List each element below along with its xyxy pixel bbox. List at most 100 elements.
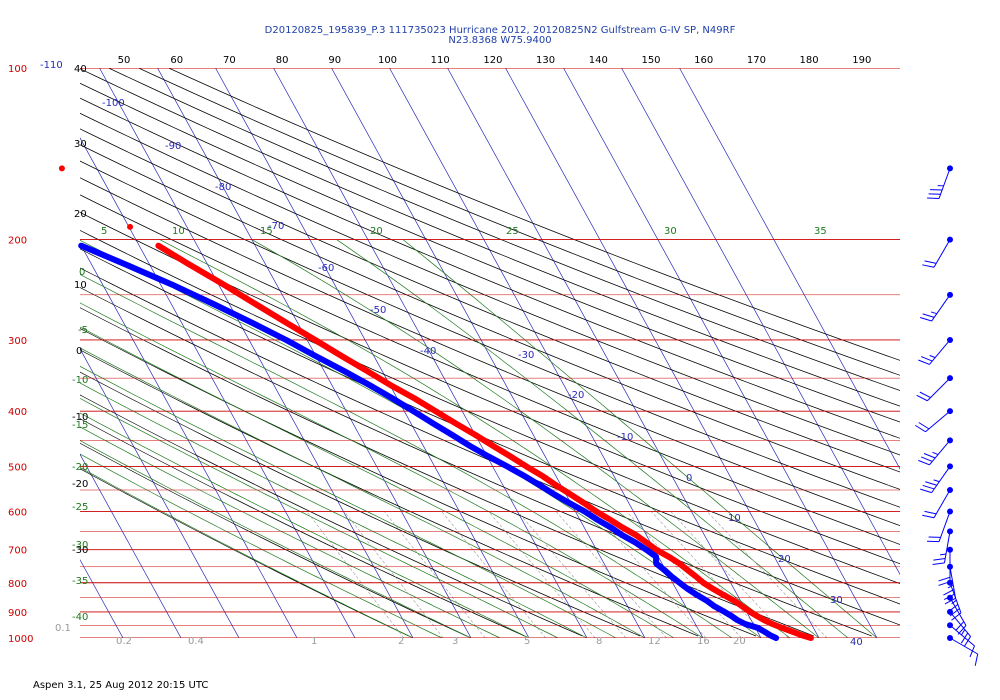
wind-barb-flag bbox=[920, 456, 933, 462]
isotherm-line bbox=[215, 68, 530, 638]
dry-adiabat-line bbox=[80, 97, 900, 439]
mixing-ratio-line bbox=[441, 511, 546, 638]
wind-barb bbox=[916, 375, 953, 402]
mixing-ratio-label: 20 bbox=[733, 636, 746, 647]
wind-barb bbox=[922, 236, 953, 268]
wind-barb-flag bbox=[920, 488, 932, 494]
wind-barb-staff bbox=[943, 531, 951, 563]
moist-adiabat-line bbox=[80, 326, 675, 638]
wind-barb-staff bbox=[949, 637, 978, 655]
dry-adiabat-line bbox=[168, 68, 900, 361]
mixing-ratio-line bbox=[555, 511, 667, 638]
wind-barb-flag bbox=[916, 394, 928, 402]
dry-adiabat-label: -10 bbox=[72, 412, 88, 423]
x-tick-label: 100 bbox=[378, 55, 397, 66]
isotherm-label: 20 bbox=[778, 554, 791, 565]
dry-adiabat-label: 10 bbox=[74, 280, 87, 291]
wind-barb-flag bbox=[969, 645, 975, 658]
moist-adiabat-label: 35 bbox=[814, 226, 827, 237]
x-tick-label: 70 bbox=[223, 55, 236, 66]
isotherm-line bbox=[447, 68, 762, 638]
temperature-trace bbox=[155, 242, 814, 641]
wind-barb-flag bbox=[918, 359, 930, 365]
mixing-ratio-label: 3 bbox=[452, 636, 458, 647]
wind-barb-staff bbox=[949, 611, 971, 637]
isotherm-label: -10 bbox=[617, 432, 633, 443]
dry-adiabat-line bbox=[80, 212, 900, 565]
x-tick-label: 90 bbox=[328, 55, 341, 66]
mixing-ratio-label: 2 bbox=[398, 636, 404, 647]
wind-barb bbox=[920, 291, 953, 322]
moist-adiabat-label: 25 bbox=[506, 226, 519, 237]
wind-barb-flag bbox=[918, 459, 930, 466]
isotherm-label: -90 bbox=[165, 141, 181, 152]
wind-barb bbox=[915, 408, 953, 433]
moist-adiabat-label: -30 bbox=[72, 540, 88, 551]
mixing-ratio-label: 16 bbox=[697, 636, 710, 647]
pressure-tick-label: 900 bbox=[8, 608, 27, 619]
isotherm-label: -40 bbox=[420, 346, 436, 357]
pressure-tick-label: 800 bbox=[8, 579, 27, 590]
x-tick-label: 160 bbox=[694, 55, 713, 66]
wind-barb-flag bbox=[955, 621, 965, 631]
temperature-point bbox=[58, 165, 65, 172]
dry-adiabat-line bbox=[80, 307, 814, 637]
dry-adiabat-label: -30 bbox=[72, 545, 88, 556]
wind-barb bbox=[918, 437, 953, 466]
sounding-layer bbox=[58, 165, 814, 641]
wind-barb-staff bbox=[949, 597, 967, 626]
plot-frame bbox=[80, 68, 900, 638]
mixing-ratio-line bbox=[517, 511, 627, 638]
wind-barb-layer bbox=[915, 165, 979, 666]
mixing-ratio-label: 1 bbox=[311, 636, 317, 647]
moist-adiabat-label: -35 bbox=[72, 576, 88, 587]
isotherm-line bbox=[80, 242, 298, 638]
wind-barb-staff bbox=[931, 294, 951, 322]
wind-barb bbox=[932, 528, 953, 566]
x-tick-label: 130 bbox=[536, 55, 555, 66]
dry-adiabat-line bbox=[80, 248, 900, 605]
isotherm-line bbox=[80, 348, 240, 638]
chart-title: D20120825_195839_P.3 111735023 Hurricane… bbox=[264, 25, 736, 36]
dry-adiabat-line bbox=[80, 418, 525, 637]
wind-barb-flag bbox=[915, 424, 926, 433]
moist-adiabat-label: 10 bbox=[172, 226, 185, 237]
isotherm-label: -50 bbox=[370, 305, 386, 316]
wind-barb bbox=[927, 508, 953, 543]
x-tick-label: 190 bbox=[852, 55, 871, 66]
wind-barb-flag bbox=[944, 597, 956, 605]
pressure-tick-label: 400 bbox=[8, 407, 27, 418]
moist-adiabat-label: -5 bbox=[78, 325, 88, 336]
wind-barb-staff bbox=[927, 377, 951, 402]
wind-barb-staff bbox=[949, 582, 962, 614]
wind-barb bbox=[927, 165, 953, 199]
isotherm-label: -80 bbox=[215, 182, 231, 193]
wind-barb-flag bbox=[933, 557, 946, 561]
wind-barb-staff bbox=[949, 624, 975, 647]
wind-barb-half-flag bbox=[951, 599, 957, 605]
wind-barb-half-flag bbox=[932, 451, 939, 456]
moist-adiabat-label: -25 bbox=[72, 502, 88, 513]
wind-barb-staff bbox=[933, 239, 951, 268]
x-tick-label: 140 bbox=[589, 55, 608, 66]
mixing-ratio-line bbox=[593, 511, 707, 638]
pressure-tick-label: 1000 bbox=[8, 634, 33, 645]
x-tick-label: 120 bbox=[483, 55, 502, 66]
wind-barb-staff bbox=[929, 440, 951, 466]
wind-barb-half-flag bbox=[947, 584, 954, 589]
dry-adiabat-label: -20 bbox=[72, 479, 88, 490]
footer-text: Aspen 3.1, 25 Aug 2012 20:15 UTC bbox=[33, 680, 209, 691]
x-tick-label: 50 bbox=[118, 55, 131, 66]
isotherm-line bbox=[505, 68, 820, 638]
moist-adiabat-line bbox=[336, 239, 849, 638]
dry-adiabat-line bbox=[80, 194, 900, 545]
pressure-tick-label: 500 bbox=[8, 462, 27, 473]
isotherm-line bbox=[273, 68, 588, 638]
dry-adiabat-line bbox=[80, 328, 757, 637]
mixing-ratio-label: 0.4 bbox=[188, 636, 204, 647]
wind-barb-flag bbox=[924, 510, 937, 515]
pressure-tick-label: 300 bbox=[8, 336, 27, 347]
isotherm-label: -60 bbox=[318, 263, 334, 274]
isotherm-label: -70 bbox=[268, 221, 284, 232]
